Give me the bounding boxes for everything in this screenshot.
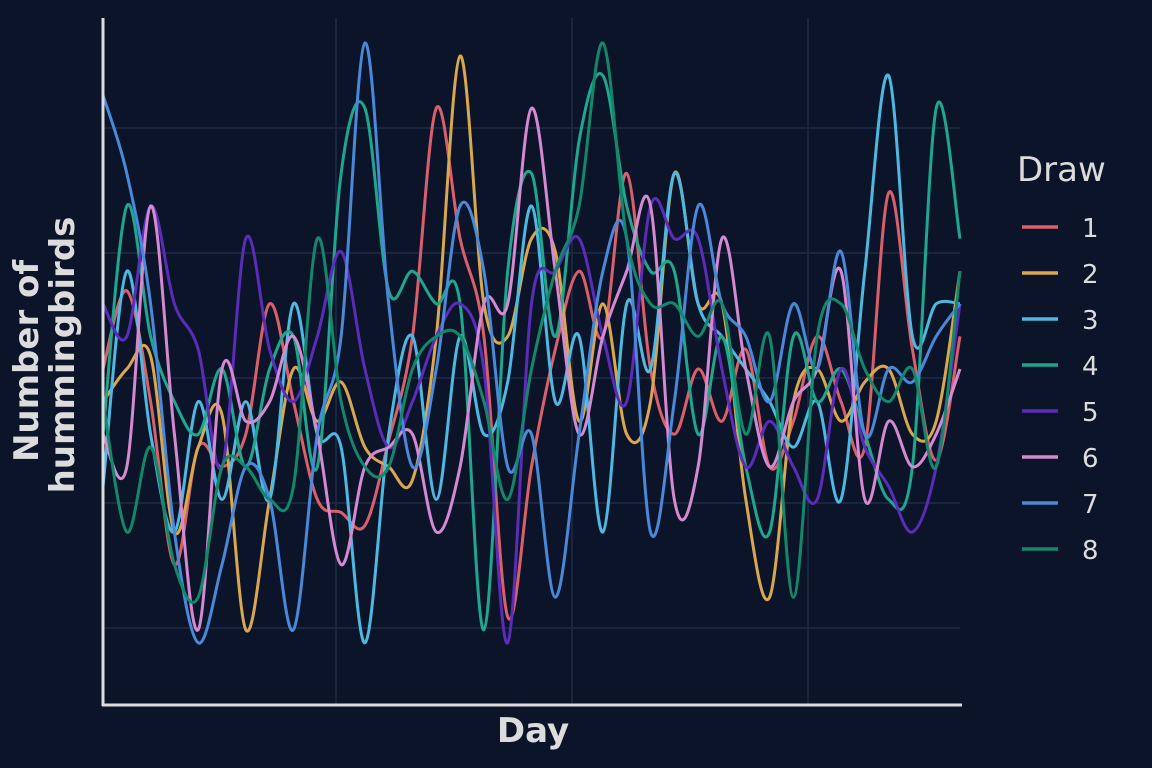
series-line-2 <box>101 54 962 633</box>
legend: Draw 1 2 3 4 5 6 7 8 <box>1017 150 1106 566</box>
legend-label-8: 8 <box>1082 536 1099 566</box>
series-lines <box>101 41 962 645</box>
legend-label-3: 3 <box>1082 306 1099 336</box>
legend-label-2: 2 <box>1082 260 1099 290</box>
legend-label-1: 1 <box>1082 214 1099 244</box>
x-axis-title: Day <box>497 711 569 751</box>
series-line-6 <box>101 106 962 632</box>
legend-label-6: 6 <box>1082 444 1099 474</box>
y-axis-title-line-2: hummingbirds <box>43 217 83 494</box>
legend-label-7: 7 <box>1082 490 1099 520</box>
legend-label-5: 5 <box>1082 398 1099 428</box>
series-line-5 <box>101 196 962 645</box>
legend-title: Draw <box>1017 150 1106 190</box>
series-line-3 <box>101 73 961 645</box>
y-axis-title-line-1: Number of <box>7 259 47 462</box>
legend-label-4: 4 <box>1082 352 1099 382</box>
y-axis-title: Number of hummingbirds <box>7 217 83 494</box>
grid-lines <box>103 18 960 705</box>
series-line-8 <box>101 41 962 605</box>
